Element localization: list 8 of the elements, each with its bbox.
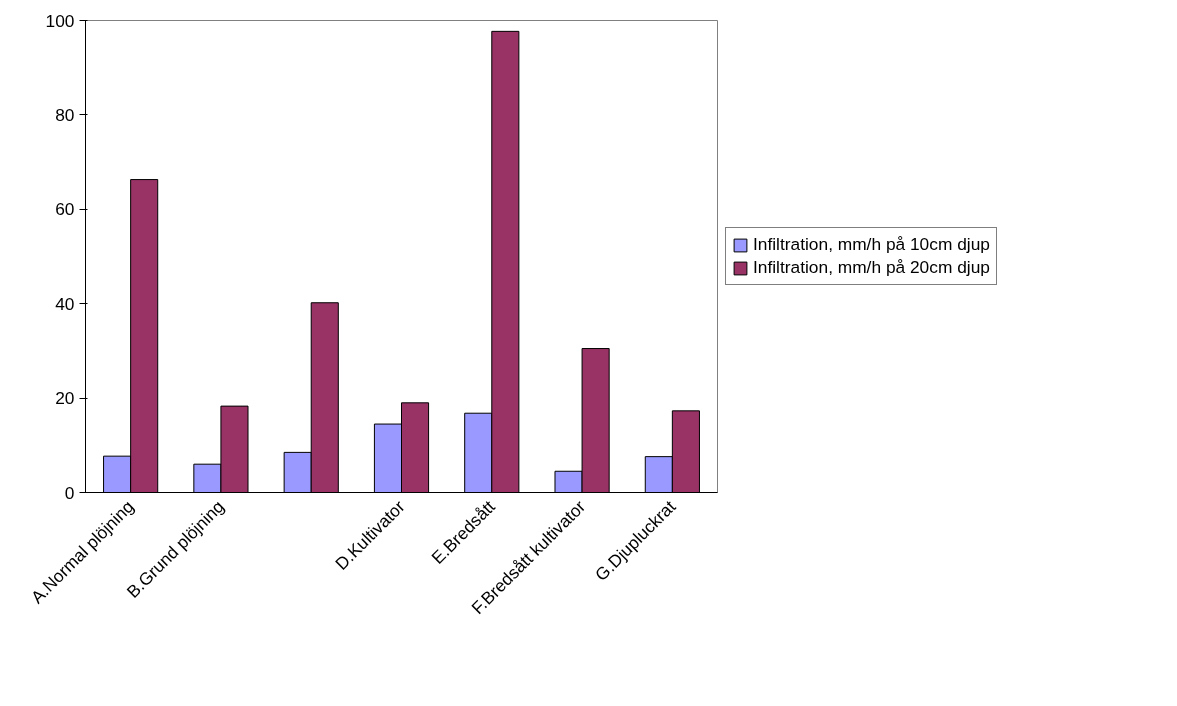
y-tick-label: 0 — [64, 482, 75, 503]
y-tick-label: 60 — [55, 199, 75, 220]
y-tick-label: 40 — [55, 293, 75, 314]
y-tick-label: 20 — [55, 388, 75, 409]
y-tick-label: 100 — [45, 10, 75, 31]
legend-label: Infiltration, mm/h på 20cm djup — [753, 257, 990, 278]
y-tick-label: 80 — [55, 104, 75, 125]
legend-label: Infiltration, mm/h på 10cm djup — [753, 234, 990, 255]
